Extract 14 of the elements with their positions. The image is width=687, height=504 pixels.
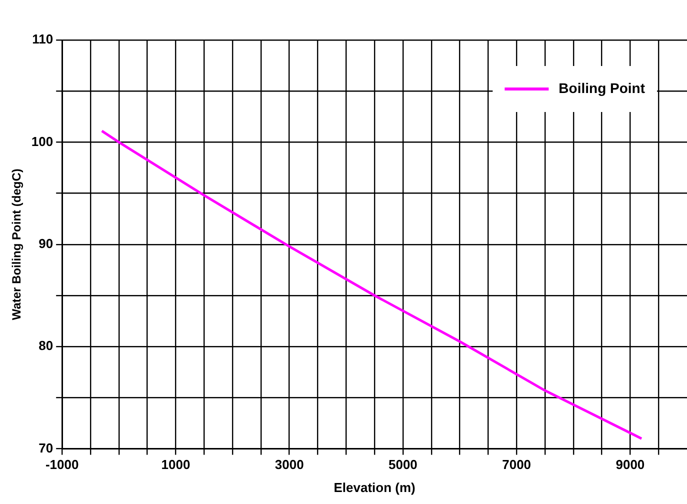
y-tick-label: 70	[38, 440, 54, 456]
legend-label: Boiling Point	[558, 80, 646, 96]
y-tick-label: 80	[38, 338, 54, 354]
x-tick-label: 7000	[502, 457, 532, 472]
y-tick-label: 100	[31, 134, 54, 149]
x-axis-title: Elevation (m)	[334, 480, 416, 495]
x-tick-label: 1000	[161, 457, 190, 472]
x-tick-label: 5000	[388, 457, 418, 472]
y-axis-title: Water Boiling Point (degC)	[10, 168, 24, 320]
y-tick-label: 110	[32, 32, 54, 47]
x-tick-label: 3000	[274, 457, 304, 472]
x-tick-label: 9000	[616, 457, 645, 472]
y-tick-label: 90	[38, 236, 54, 251]
x-tick-label: -1000	[45, 457, 79, 472]
